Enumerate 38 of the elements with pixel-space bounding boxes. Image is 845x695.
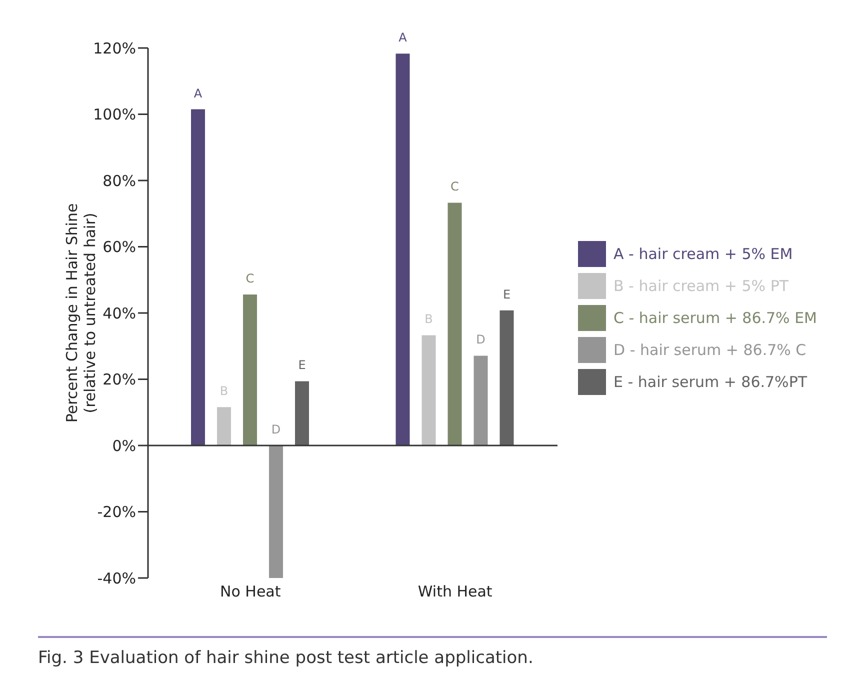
- legend-label: A - hair cream + 5% EM: [614, 245, 793, 263]
- y-tick-label: 80%: [102, 172, 136, 190]
- x-tick-label: With Heat: [418, 582, 492, 601]
- bar: [448, 202, 462, 446]
- data-label: A: [398, 30, 408, 45]
- legend-label: C - hair serum + 86.7% EM: [614, 309, 817, 327]
- data-label: D: [271, 422, 281, 436]
- data-label: E: [298, 358, 306, 372]
- bar: [295, 381, 309, 446]
- y-tick-label: 40%: [102, 304, 136, 322]
- bar: [422, 335, 436, 446]
- legend-label: E - hair serum + 86.7%PT: [614, 373, 808, 391]
- y-tick-label: 100%: [93, 106, 136, 124]
- bar: [500, 310, 514, 446]
- bar: [243, 294, 257, 446]
- bar: [474, 356, 488, 446]
- y-tick-label: 120%: [93, 39, 136, 58]
- bar: [217, 407, 231, 446]
- bar: [191, 109, 205, 446]
- data-label: C: [450, 180, 459, 194]
- y-tick-label: -20%: [97, 503, 136, 522]
- caption: Fig. 3 Evaluation of hair shine post test article application.: [38, 648, 534, 668]
- legend-label: D - hair serum + 86.7% C: [614, 341, 806, 359]
- y-tick-label: 0%: [112, 436, 136, 455]
- bar: [269, 446, 283, 578]
- bar: [396, 54, 410, 446]
- x-tick-label: No Heat: [220, 582, 281, 601]
- data-label: C: [246, 271, 254, 286]
- y-tick-label: 20%: [102, 370, 136, 389]
- y-axis-title: Percent Change in Hair Shine (relative to untreated hair): [63, 203, 99, 423]
- data-label: A: [194, 86, 203, 100]
- y-tick-label: -40%: [97, 569, 136, 588]
- data-label: B: [424, 312, 433, 326]
- data-label: E: [502, 287, 511, 302]
- data-label: D: [476, 332, 486, 347]
- data-label: B: [220, 384, 228, 398]
- y-tick-label: 60%: [102, 238, 136, 256]
- legend-label: B - hair cream + 5% PT: [614, 277, 789, 295]
